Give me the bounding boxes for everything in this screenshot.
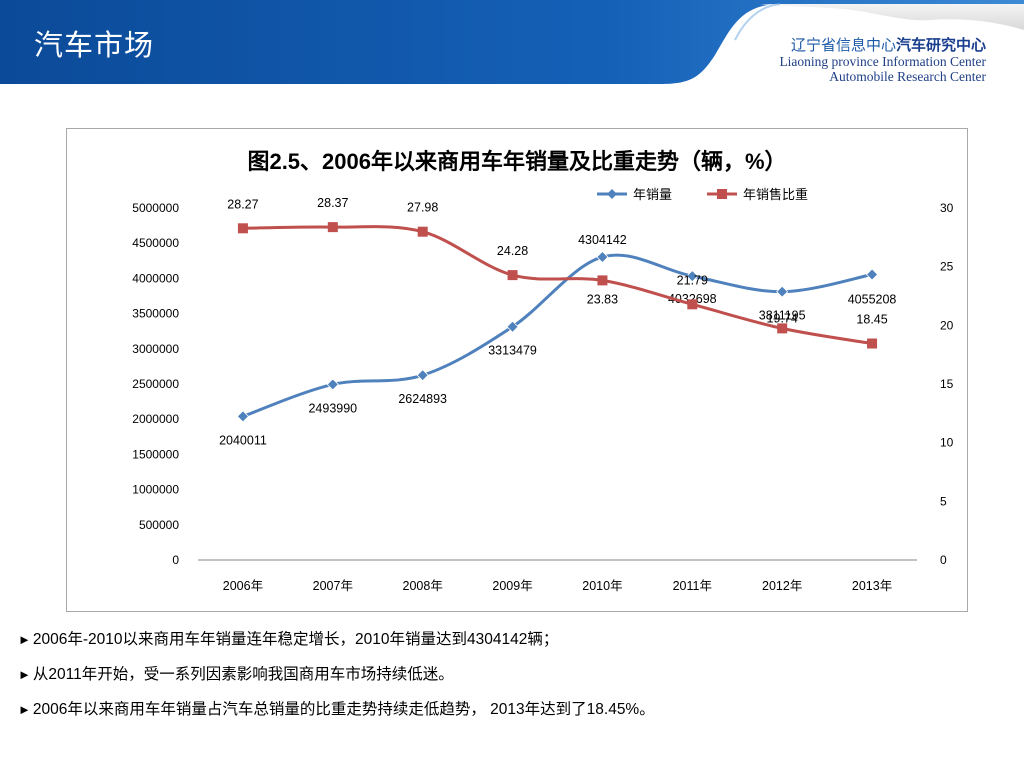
legend-label: 年销售比重 bbox=[743, 187, 808, 202]
series-line-2 bbox=[242, 225, 873, 345]
chart-container: 图2.5、2006年以来商用车年销量及比重走势（辆，%） 0 500000 10000… bbox=[66, 128, 968, 612]
org-logo: 辽宁省信息中心汽车研究中心 Liaoning province Informat… bbox=[779, 36, 986, 84]
org-name-en-line2: Automobile Research Center bbox=[829, 69, 986, 84]
series-line-1 bbox=[242, 253, 873, 418]
x-tick-label: 2013年 bbox=[852, 579, 892, 593]
x-tick-label: 2006年 bbox=[223, 579, 263, 593]
x-tick-label: 2011年 bbox=[673, 579, 712, 593]
x-tick-label: 2012年 bbox=[762, 579, 802, 593]
data-label: 19.74 bbox=[767, 311, 798, 325]
bullet-arrow-icon: ► bbox=[18, 632, 31, 647]
data-point-square bbox=[417, 226, 428, 237]
y-left-tick-label: 4500000 bbox=[132, 236, 179, 250]
data-point-diamond bbox=[416, 369, 429, 382]
org-name-cn-part1: 辽宁省信息中心 bbox=[790, 36, 896, 54]
data-label: 18.45 bbox=[856, 313, 887, 327]
data-point-square bbox=[597, 275, 608, 286]
bullet-item-1: ► 2006年-2010以来商用车年销量连年稳定增长，2010年销量达到43041… bbox=[18, 630, 1008, 650]
org-name-cn-part2: 汽车研究中心 bbox=[895, 36, 986, 54]
bullet-list: ► 2006年-2010以来商用车年销量连年稳定增长，2010年销量达到43041… bbox=[18, 630, 1008, 735]
y-left-tick-label: 2500000 bbox=[132, 377, 179, 391]
y-right-tick-label: 15 bbox=[940, 377, 954, 391]
data-point-square bbox=[327, 222, 338, 233]
data-label: 21.79 bbox=[677, 273, 708, 287]
y-right-tick-label: 0 bbox=[940, 553, 947, 567]
y-left-tick-label: 500000 bbox=[139, 518, 179, 532]
chart-title: 图2.5、2006年以来商用车年销量及比重走势（辆，%） bbox=[247, 149, 786, 174]
y-left-tick-label: 1500000 bbox=[132, 447, 179, 461]
y-left-tick-label: 5000000 bbox=[132, 201, 179, 215]
data-label: 4055208 bbox=[848, 293, 897, 307]
org-name-cn: 辽宁省信息中心汽车研究中心 bbox=[779, 36, 986, 54]
data-point-diamond bbox=[506, 320, 519, 333]
header-banner: 汽车市场 辽宁省信息中心汽车研究中心 Liaoning province Inf… bbox=[0, 0, 1024, 88]
y-right-tick-label: 25 bbox=[940, 260, 954, 274]
data-label: 27.98 bbox=[407, 201, 438, 215]
data-label: 3811195 bbox=[759, 309, 806, 323]
data-label: 23.83 bbox=[587, 292, 618, 306]
y-left-tick-label: 1000000 bbox=[132, 483, 179, 497]
data-label: 2493990 bbox=[308, 401, 357, 415]
data-label: 4032698 bbox=[668, 292, 717, 306]
data-label: 24.28 bbox=[497, 244, 528, 258]
data-label: 28.27 bbox=[227, 197, 258, 211]
data-label: 4304142 bbox=[578, 233, 627, 247]
banner-graphic bbox=[0, 0, 1024, 84]
y-right-tick-label: 5 bbox=[940, 494, 947, 508]
data-point-diamond bbox=[686, 270, 699, 283]
org-name-en-line1: Liaoning province Information Center bbox=[779, 54, 986, 69]
y-right-tick-label: 20 bbox=[940, 318, 954, 332]
data-point-diamond bbox=[596, 250, 609, 264]
y-left-tick-label: 3000000 bbox=[132, 342, 179, 356]
data-point-diamond bbox=[776, 285, 789, 298]
y-right-tick-label: 30 bbox=[940, 201, 954, 215]
data-point-square bbox=[507, 270, 518, 281]
data-label: 3313479 bbox=[488, 344, 537, 358]
x-tick-label: 2010年 bbox=[582, 579, 622, 593]
bullet-item-3: ► 2006年以来商用车年销量占汽车总销量的比重走势持续走低趋势， 2013年达到… bbox=[18, 700, 1008, 720]
bullet-text: 2006年以来商用车年销量占汽车总销量的比重走势持续走低趋势， 2013年达到了… bbox=[32, 701, 655, 718]
x-tick-label: 2008年 bbox=[403, 579, 443, 593]
y-left-tick-label: 4000000 bbox=[132, 271, 179, 285]
chart-svg: 图2.5、2006年以来商用车年销量及比重走势（辆，%） 0 500000 10000… bbox=[132, 149, 954, 593]
data-point-square bbox=[777, 323, 788, 334]
legend-marker-diamond bbox=[607, 189, 617, 199]
bullet-arrow-icon: ► bbox=[18, 702, 31, 717]
data-point-square bbox=[687, 299, 698, 310]
data-point-diamond bbox=[326, 378, 339, 391]
bullet-text: 2006年-2010以来商用车年销量连年稳定增长，2010年销量达到430414… bbox=[32, 631, 559, 648]
legend-label: 年销量 bbox=[633, 187, 672, 202]
data-point-square bbox=[237, 223, 248, 234]
data-point-diamond bbox=[236, 410, 250, 423]
y-right-tick-label: 10 bbox=[940, 436, 954, 450]
y-left-tick-label: 3500000 bbox=[132, 307, 179, 321]
data-label: 2040011 bbox=[219, 433, 267, 447]
y-left-tick-label: 2000000 bbox=[132, 412, 179, 426]
y-left-tick-label: 0 bbox=[172, 553, 179, 567]
x-tick-label: 2009年 bbox=[492, 579, 532, 593]
data-label: 28.37 bbox=[317, 196, 348, 210]
data-label: 2624893 bbox=[398, 392, 447, 406]
x-tick-label: 2007年 bbox=[313, 579, 353, 593]
bullet-item-2: ► 从2011年开始，受一系列因素影响我国商用车市场持续低迷。 bbox=[18, 665, 1008, 685]
bullet-arrow-icon: ► bbox=[18, 667, 31, 682]
data-point-square bbox=[867, 338, 878, 349]
data-point-diamond bbox=[865, 268, 879, 281]
legend-marker-square bbox=[717, 189, 727, 199]
bullet-text: 从2011年开始，受一系列因素影响我国商用车市场持续低迷。 bbox=[32, 666, 454, 683]
page-title: 汽车市场 bbox=[34, 28, 155, 62]
